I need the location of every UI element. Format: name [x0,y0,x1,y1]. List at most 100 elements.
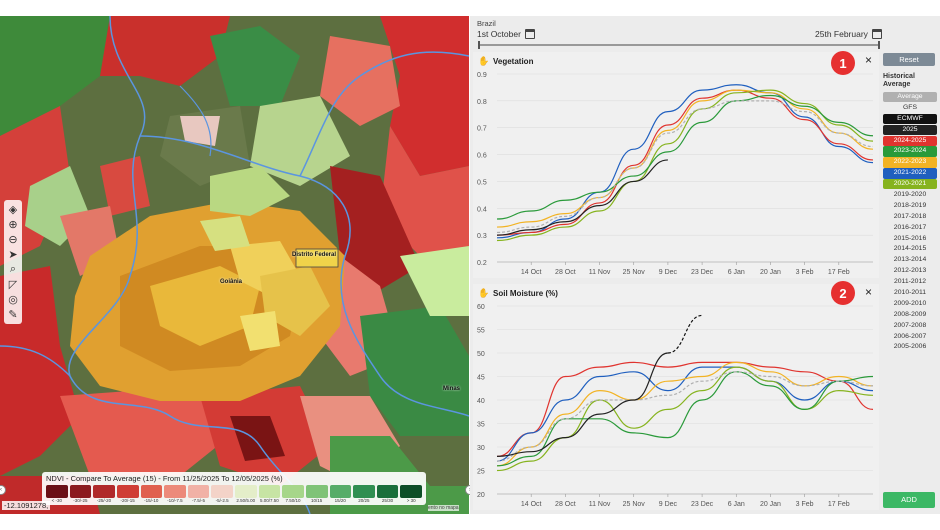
map-canvas[interactable] [0,16,469,514]
series-line-average[interactable] [496,100,874,234]
x-tick-label: 23 Dec [691,269,714,276]
series-toggle-2005-2006[interactable]: 2005-2006 [893,343,927,351]
map-label-goiania: Goiânia [220,279,243,285]
x-tick-label: 3 Feb [796,269,814,276]
x-tick-label: 14 Oct [521,269,542,276]
region-label: Brazil [477,19,496,28]
map-attribution[interactable]: ento no mapa [428,505,459,511]
series-line-2020-2021[interactable] [496,89,874,242]
x-tick-label: 17 Feb [828,269,850,276]
legend-swatch [305,485,328,498]
series-toggle-2014-2015[interactable]: 2014-2015 [893,245,927,253]
series-toggle-gfs[interactable]: GFS [903,103,917,111]
date-from-label: 1st October [477,29,521,39]
series-line-ecmwf[interactable] [667,314,703,354]
y-tick-label: 45 [477,375,485,382]
vegetation-chart: ✋ Vegetation × 1 0.9 0.8 0.7 0.6 0.5 0.4 0.3 0.… [473,51,879,278]
legend-swatch-label: -25/-20 [96,498,112,503]
date-to[interactable]: 25th February [815,29,882,39]
legend-swatch [211,485,233,498]
series-line-2022-2023[interactable] [496,89,874,228]
y-tick-label: 0.9 [477,72,487,79]
series-toggle-2015-2016[interactable]: 2015-2016 [893,234,927,242]
series-toggle-2009-2010[interactable]: 2009-2010 [893,299,927,307]
slider-start-handle[interactable] [478,41,480,49]
collapse-left-handle[interactable]: ‹ [0,485,6,495]
series-toggle-2010-2011[interactable]: 2010-2011 [894,289,926,297]
legend-swatch-label: -7.5/-5 [192,498,206,503]
zoom-out-icon[interactable]: ⊖ [8,234,18,246]
series-toggle-average[interactable]: Average [883,92,937,103]
soil-moisture-plot[interactable]: 60 55 50 45 40 35 30 25 20 14 Oct 28 Oct 11 Nov 25 N… [473,284,879,510]
series-toggle-2021-2022[interactable]: 2021-2022 [883,168,937,179]
draw-icon[interactable]: ◸ [8,279,18,291]
search-icon[interactable]: ⌕ [9,263,17,275]
series-toggle-2022-2023[interactable]: 2022-2023 [883,157,937,168]
legend-swatch-label: -20/-15 [120,498,135,503]
circle-icon[interactable]: ◎ [8,294,18,306]
series-line-average[interactable] [496,371,874,462]
locate-icon[interactable]: ➤ [8,249,18,261]
close-chart-button[interactable]: × [865,285,873,299]
x-tick-label: 25 Nov [623,269,646,276]
series-toggle-2016-2017[interactable]: 2016-2017 [893,223,927,231]
series-toggle-2018-2019[interactable]: 2018-2019 [893,201,927,209]
series-toggle-2007-2008[interactable]: 2007-2008 [893,321,927,329]
series-toggle-2025[interactable]: 2025 [883,124,937,135]
date-range-slider[interactable] [478,41,880,49]
series-list: Average GFS ECMWF 2025 2024-2025 2023-2024 202… [883,92,937,353]
series-line-2024-2025[interactable] [496,361,874,457]
legend-swatch [235,485,257,498]
legend-swatch [329,485,352,498]
series-toggle-ecmwf[interactable]: ECMWF [883,113,937,125]
x-tick-label: 6 Jan [728,501,745,508]
legend-swatch [376,485,399,498]
series-toggle-2017-2018[interactable]: 2017-2018 [893,212,927,220]
measure-icon[interactable]: ✎ [8,309,18,321]
layers-icon[interactable]: ◈ [8,204,18,216]
date-from[interactable]: 1st October [477,29,535,39]
reset-button[interactable]: Reset [883,53,935,66]
y-tick-label: 35 [477,422,485,429]
calendar-icon[interactable] [524,29,535,39]
drag-handle-icon[interactable]: ✋ [478,288,490,298]
calendar-icon[interactable] [871,29,882,39]
legend-title: NDVI - Compare To Average (15) - From 11… [46,474,283,483]
series-toggle-2023-2024[interactable]: 2023-2024 [883,146,937,157]
legend-swatch-label: 15/20 [334,498,346,503]
series-line-2023-2024[interactable] [496,94,874,220]
legend-swatch [140,485,163,498]
series-line-2021-2022[interactable] [496,84,874,239]
legend-swatch-label: > 30 [406,498,416,503]
y-tick-label: 20 [477,492,485,499]
series-toggle-2011-2012[interactable]: 2011-2012 [894,278,926,286]
x-tick-label: 28 Oct [555,501,576,508]
series-toggle-2006-2007[interactable]: 2006-2007 [893,332,927,340]
legend-swatch [282,485,304,498]
y-tick-label: 25 [477,469,485,476]
vegetation-plot[interactable]: 0.9 0.8 0.7 0.6 0.5 0.4 0.3 0.2 14 Oct 28 Oct 11 N… [473,52,879,278]
legend-swatch-label: < -30 [51,498,62,503]
map-label-distrito-federal: Distrito Federal [292,252,337,258]
series-toggle-2013-2014[interactable]: 2013-2014 [893,256,927,264]
series-line-2025[interactable] [496,352,669,457]
zoom-in-icon[interactable]: ⊕ [8,219,18,231]
series-line-2024-2025[interactable] [496,89,874,236]
soil-moisture-chart-title: Soil Moisture (%) [493,289,558,298]
series-line-2023-2024[interactable] [496,371,874,467]
series-toggle-2019-2020[interactable]: 2019-2020 [893,191,927,199]
series-toggle-2024-2025[interactable]: 2024-2025 [883,135,937,146]
drag-handle-icon[interactable]: ✋ [478,56,490,66]
close-chart-button[interactable]: × [865,53,873,67]
historical-average-title: Historical Average [883,73,937,89]
x-tick-label: 9 Dec [659,269,678,276]
slider-end-handle[interactable] [878,41,880,49]
series-line-2025[interactable] [496,159,668,236]
series-line-2021-2022[interactable] [496,366,874,462]
series-toggle-2012-2013[interactable]: 2012-2013 [893,267,927,275]
series-toggle-2020-2021[interactable]: 2020-2021 [883,179,937,190]
map-view[interactable]: Distrito Federal Goiânia Minas ◈ ⊕ ⊖ ➤ ⌕… [0,16,469,514]
series-toggle-2008-2009[interactable]: 2008-2009 [893,310,927,318]
add-button[interactable]: ADD [883,492,935,508]
legend-swatches [46,485,422,498]
